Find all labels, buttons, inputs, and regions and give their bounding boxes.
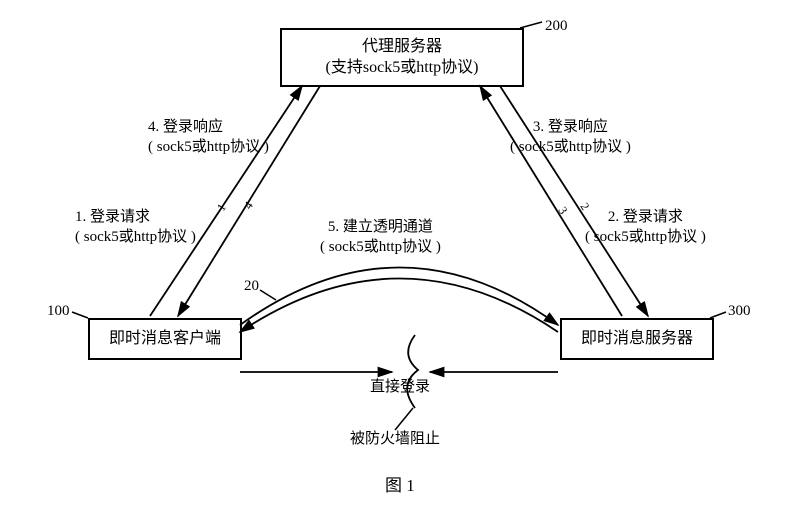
svg-text:3: 3 [555, 204, 570, 217]
svg-text:4: 4 [241, 199, 256, 212]
proxy-ref: 200 [545, 18, 568, 35]
blocked-label: 被防火墙阻止 [350, 430, 440, 450]
server-box: 即时消息服务器 [560, 318, 714, 360]
client-ref: 100 [47, 303, 70, 320]
proxy-title: 代理服务器 [362, 37, 442, 58]
edge5-label: 5. 建立透明通道 ( sock5或http协议 ) [320, 218, 441, 257]
edge1-label: 1. 登录请求 ( sock5或http协议 ) [75, 208, 196, 247]
edge4-label: 4. 登录响应 ( sock5或http协议 ) [148, 118, 269, 157]
svg-text:1: 1 [214, 201, 229, 214]
proxy-server-box: 代理服务器 (支持sock5或http协议) [280, 28, 524, 87]
channel-ref: 20 [244, 278, 259, 295]
client-box: 即时消息客户端 [88, 318, 242, 360]
client-title: 即时消息客户端 [109, 329, 221, 350]
figure-label: 图 1 [385, 475, 415, 497]
direct-login-label: 直接登录 [370, 378, 430, 398]
server-title: 即时消息服务器 [581, 329, 693, 350]
proxy-subtitle: (支持sock5或http协议) [326, 58, 479, 79]
edge2-label: 2. 登录请求 ( sock5或http协议 ) [585, 208, 706, 247]
edge3-label: 3. 登录响应 ( sock5或http协议 ) [510, 118, 631, 157]
server-ref: 300 [728, 303, 751, 320]
